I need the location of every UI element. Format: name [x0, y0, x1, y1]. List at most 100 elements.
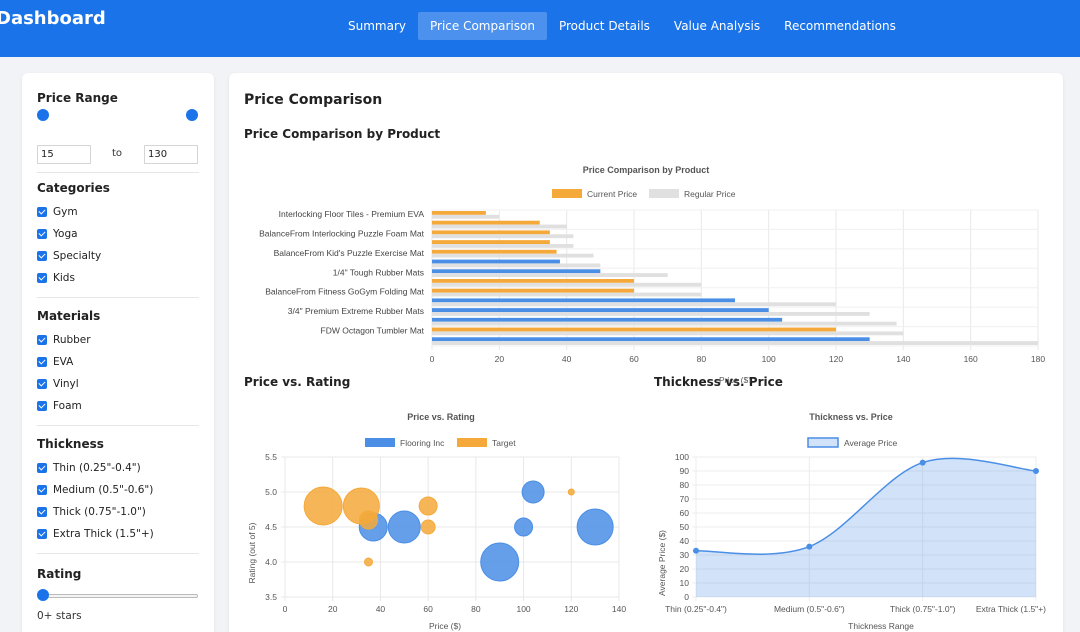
price-to-label: to — [112, 148, 123, 159]
tab-recommendations[interactable]: Recommendations — [784, 19, 896, 33]
bar-regular — [432, 341, 1038, 345]
bar-current — [432, 211, 486, 215]
tab-summary[interactable]: Summary — [348, 19, 406, 33]
tick-label: 50 — [680, 522, 690, 532]
bar-regular — [432, 224, 567, 229]
checkbox-checked-icon — [37, 507, 47, 517]
legend-label: Flooring Inc — [400, 438, 445, 448]
bar-regular — [432, 214, 500, 219]
tick-label: 5.0 — [265, 487, 277, 497]
chart-ticks: 0 20 40 60 80 100 120 140 3.5 4.0 4.5 5.0 5.5 — [265, 452, 626, 614]
bubble — [420, 519, 436, 535]
bubble — [303, 486, 343, 526]
tab-product-details[interactable]: Product Details — [558, 19, 650, 33]
categories-heading: Categories — [37, 181, 110, 195]
thickness-medium-checkbox[interactable]: Medium (0.5"-0.6") — [37, 484, 153, 496]
checkbox-checked-icon — [37, 229, 47, 239]
tab-price-comparison[interactable]: Price Comparison — [418, 12, 547, 40]
legend-label: Target — [492, 438, 516, 448]
data-point — [919, 459, 926, 466]
brand-title: Dashboard — [0, 8, 106, 29]
tick-label: 40 — [376, 604, 386, 614]
material-rubber-checkbox[interactable]: Rubber — [37, 334, 91, 346]
price-max-handle[interactable] — [186, 109, 198, 121]
bar-current — [432, 298, 735, 303]
legend-label: Current Price — [587, 189, 637, 199]
tick-label: 140 — [896, 354, 910, 364]
bar-regular — [432, 244, 574, 248]
category-yoga-checkbox[interactable]: Yoga — [37, 228, 78, 240]
product-label: BalanceFrom Kid's Puzzle Exercise Mat — [274, 248, 425, 258]
price-min-handle[interactable] — [37, 109, 49, 121]
checkbox-checked-icon — [37, 463, 47, 473]
thickness-heading: Thickness — [37, 437, 104, 451]
bar-current — [432, 308, 769, 312]
tick-label: 100 — [762, 354, 776, 364]
data-point — [693, 547, 699, 554]
tick-label: 140 — [612, 604, 626, 614]
price-min-input[interactable] — [37, 145, 91, 164]
tick-label: 30 — [680, 550, 690, 560]
rating-slider-track[interactable] — [42, 594, 198, 598]
tick-label: 10 — [680, 578, 690, 588]
chart-gridlines — [431, 209, 1039, 350]
bar-current — [432, 279, 634, 283]
top-navbar: Dashboard Summary Price Comparison Produ… — [0, 0, 1080, 57]
category-specialty-checkbox[interactable]: Specialty — [37, 250, 101, 262]
tick-label: 20 — [328, 604, 338, 614]
checkbox-checked-icon — [37, 251, 47, 261]
section-title-price-vs-rating: Price vs. Rating — [244, 375, 351, 389]
rating-slider-handle[interactable] — [37, 589, 49, 601]
category-gym-checkbox[interactable]: Gym — [37, 206, 78, 218]
chart-title: Price Comparison by Product — [583, 165, 710, 175]
bubble — [576, 508, 614, 546]
tick-label: 100 — [675, 452, 689, 462]
legend-label: Average Price — [844, 438, 898, 448]
checkbox-checked-icon — [37, 529, 47, 539]
data-point — [1033, 468, 1039, 474]
material-vinyl-checkbox[interactable]: Vinyl — [37, 378, 79, 390]
legend-swatch — [552, 189, 582, 198]
thickness-extra-thick-checkbox[interactable]: Extra Thick (1.5"+) — [37, 528, 154, 540]
divider — [37, 553, 199, 554]
bubble — [387, 510, 421, 544]
tab-value-analysis[interactable]: Value Analysis — [673, 19, 761, 33]
checkbox-label: Rubber — [53, 334, 91, 346]
checkbox-label: Thick (0.75"-1.0") — [53, 506, 146, 518]
chart-y-label: Rating (out of 5) — [247, 522, 257, 583]
chart-legend: Average Price — [807, 437, 898, 448]
thickness-thin-checkbox[interactable]: Thin (0.25"-0.4") — [37, 462, 141, 474]
material-eva-checkbox[interactable]: EVA — [37, 356, 73, 368]
product-label: 3/4" Premium Extreme Rubber Mats — [288, 306, 424, 316]
bar-regular — [432, 253, 594, 258]
main-panel: Price Comparison Price Comparison by Pro… — [229, 73, 1063, 632]
tick-label: 60 — [423, 604, 433, 614]
checkbox-checked-icon — [37, 379, 47, 389]
checkbox-label: Gym — [53, 206, 78, 218]
checkbox-label: Yoga — [53, 228, 78, 240]
bubble — [567, 488, 575, 496]
tick-label: 40 — [680, 536, 690, 546]
tick-label: 120 — [829, 354, 843, 364]
rating-value-label: 0+ stars — [37, 610, 82, 622]
category-kids-checkbox[interactable]: Kids — [37, 272, 75, 284]
price-max-input[interactable] — [144, 145, 198, 164]
chart-x-label: Price ($) — [429, 621, 461, 631]
checkbox-label: Vinyl — [53, 378, 79, 390]
material-foam-checkbox[interactable]: Foam — [37, 400, 82, 412]
bar-regular — [432, 263, 601, 268]
legend-swatch — [365, 438, 395, 447]
tick-label: 80 — [697, 354, 707, 364]
product-label: BalanceFrom Interlocking Puzzle Foam Mat — [259, 228, 425, 238]
bubble — [521, 480, 545, 504]
product-label: 1/4" Tough Rubber Mats — [333, 267, 424, 277]
thickness-thick-checkbox[interactable]: Thick (0.75"-1.0") — [37, 506, 146, 518]
product-label: BalanceFrom Fitness GoGym Folding Mat — [265, 287, 424, 297]
thickness-vs-price-area-chart: Thickness vs. Price Average Price 0 10 20 3… — [657, 412, 1046, 631]
tick-label: 0 — [684, 592, 689, 602]
tick-label: Extra Thick (1.5"+) — [976, 604, 1046, 614]
checkbox-label: Specialty — [53, 250, 102, 262]
bubble — [364, 557, 373, 567]
chart-x-label: Thickness Range — [848, 621, 914, 631]
tick-label: 3.5 — [265, 592, 277, 602]
